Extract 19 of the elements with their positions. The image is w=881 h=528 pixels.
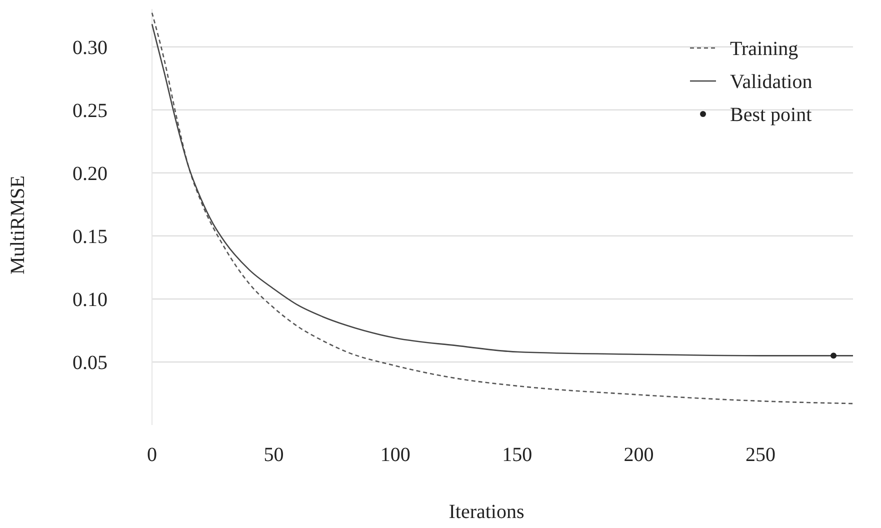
y-tick-label: 0.05: [72, 352, 108, 374]
legend-label: Validation: [730, 71, 812, 93]
y-tick-label: 0.15: [72, 226, 108, 248]
x-tick-label: 0: [147, 444, 157, 466]
y-tick-label: 0.20: [72, 162, 108, 185]
x-tick-label: 200: [624, 444, 654, 466]
y-axis-title: MultiRMSE: [7, 176, 29, 274]
x-tick-label: 50: [264, 444, 284, 466]
y-tick-label: 0.30: [72, 36, 108, 59]
y-tick-label: 0.25: [72, 100, 108, 122]
line-series: [151, 23, 854, 356]
legend-label: Training: [730, 38, 798, 60]
legend-label: Best point: [730, 104, 812, 126]
x-axis-title: Iterations: [448, 501, 524, 523]
x-tick-label: 100: [380, 444, 410, 466]
x-tick-label: 250: [746, 444, 776, 466]
y-tick-label: 0.10: [72, 288, 108, 311]
x-tick-label: 150: [502, 444, 532, 466]
line-series: [151, 12, 854, 404]
